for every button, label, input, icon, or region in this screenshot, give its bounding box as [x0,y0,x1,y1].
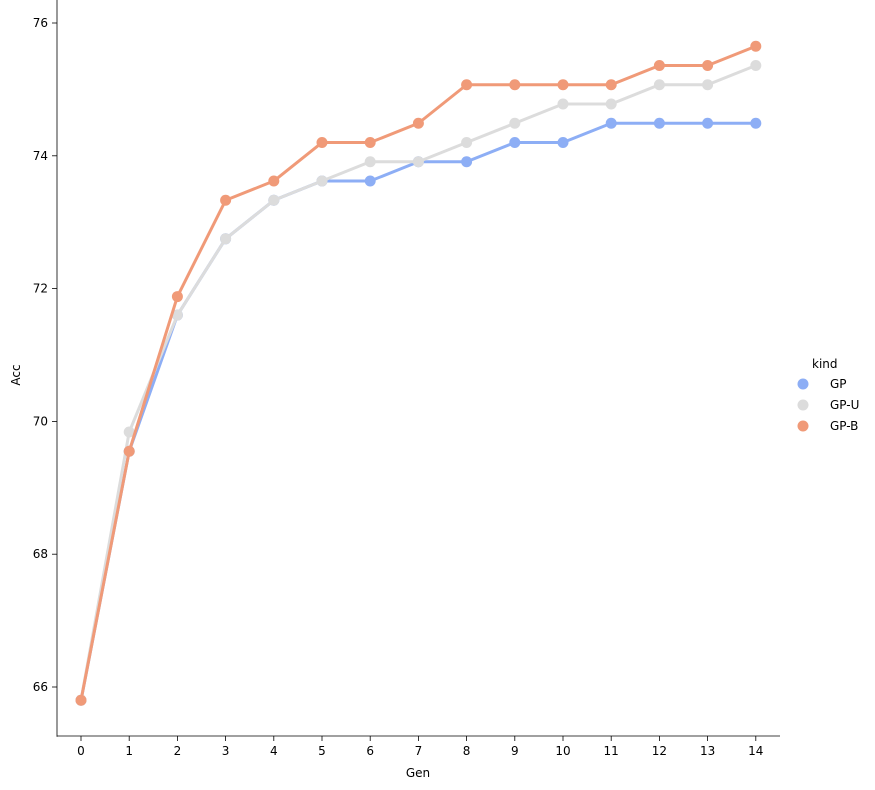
series-line [79,121,758,702]
data-point [557,137,569,149]
data-point [509,117,521,129]
data-point [364,137,376,149]
data-point [364,175,376,187]
y-tick-label: 76 [33,16,48,30]
legend-label: GP-B [830,419,858,433]
data-point [75,694,87,706]
y-tick-label: 74 [33,149,48,163]
data-point [653,59,665,71]
data-point [557,98,569,110]
data-point [653,117,665,129]
x-tick-label: 10 [555,744,570,758]
data-point [220,194,232,206]
data-point [412,156,424,168]
data-point [605,79,617,91]
data-point [605,117,617,129]
data-point [268,194,280,206]
y-tick-label: 68 [33,547,48,561]
data-point [268,175,280,187]
data-point [461,79,473,91]
x-tick-label: 6 [366,744,374,758]
y-axis: 66 68 70 72 74 76 [33,0,58,737]
data-point [123,426,135,438]
data-point [702,79,714,91]
legend-marker [797,420,809,432]
x-tick-label: 4 [270,744,278,758]
x-tick-label: 11 [604,744,619,758]
data-point [316,137,328,149]
x-tick-label: 7 [415,744,423,758]
x-axis-label: Gen [406,766,430,780]
data-point [509,79,521,91]
series-gp-b [75,40,762,706]
data-point [509,137,521,149]
x-tick-label: 3 [222,744,230,758]
data-point [364,156,376,168]
series-line [79,44,758,702]
legend-title: kind [812,357,838,371]
data-point [412,117,424,129]
data-point [557,79,569,91]
data-point [461,137,473,149]
data-point [750,40,762,52]
series-gp-u [75,59,762,706]
x-tick-label: 12 [652,744,667,758]
data-point [750,59,762,71]
x-tick-label: 9 [511,744,519,758]
data-point [750,117,762,129]
x-tick-label: 2 [174,744,182,758]
y-axis-label: Acc [9,364,23,385]
y-tick-label: 70 [33,414,48,428]
data-point [653,79,665,91]
legend-label: GP [830,377,847,391]
legend-marker [797,399,809,411]
y-tick-label: 66 [33,680,48,694]
data-point [461,156,473,168]
data-point [171,309,183,321]
series-gp [75,117,762,706]
legend: kind GP GP-U GP-B [797,357,859,433]
data-point [316,175,328,187]
x-tick-label: 0 [77,744,85,758]
x-axis: 0 1 2 3 4 5 6 7 8 9 10 11 12 13 14 [57,735,780,758]
data-point [220,233,232,245]
data-point [171,291,183,303]
x-tick-label: 1 [125,744,133,758]
x-tick-label: 5 [318,744,326,758]
x-tick-label: 14 [748,744,763,758]
data-point [702,59,714,71]
data-point [702,117,714,129]
x-tick-label: 8 [463,744,471,758]
y-tick-label: 72 [33,282,48,296]
data-point [123,445,135,457]
legend-marker [797,378,809,390]
legend-label: GP-U [830,398,859,412]
plot-area [75,40,762,706]
data-point [605,98,617,110]
x-tick-label: 13 [700,744,715,758]
